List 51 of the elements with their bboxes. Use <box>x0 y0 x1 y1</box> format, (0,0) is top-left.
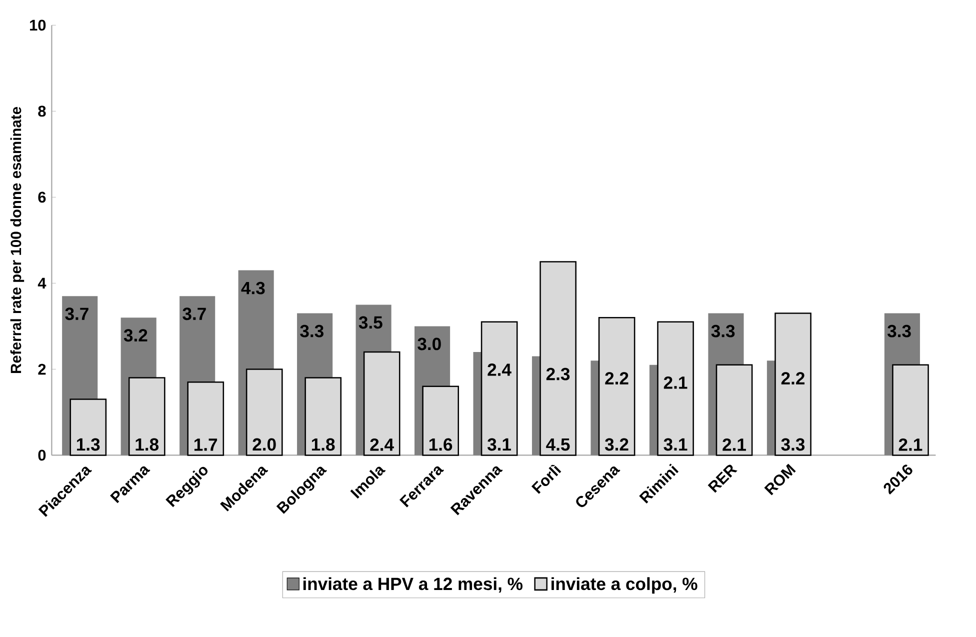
bar <box>480 321 518 456</box>
data-label: 2.3 <box>546 368 570 380</box>
y-axis-title: Referral rate per 100 donne esaminate <box>10 106 24 373</box>
data-label: 3.3 <box>887 324 911 338</box>
data-label: 1.8 <box>136 438 159 451</box>
data-label: 3.0 <box>418 338 441 350</box>
data-label: 1.7 <box>194 438 218 451</box>
y-tick-label: 8 <box>38 106 46 117</box>
data-label: 4.5 <box>546 438 570 451</box>
y-tick-label: 10 <box>30 20 46 31</box>
data-label: 3.5 <box>358 316 382 329</box>
bar <box>598 316 636 456</box>
bar <box>540 260 576 456</box>
data-label: 2.2 <box>781 372 804 384</box>
bar <box>304 377 342 456</box>
legend-label: inviate a colpo, % <box>552 577 698 594</box>
data-label: 2.1 <box>898 438 922 451</box>
data-label: 3.1 <box>487 438 512 451</box>
bar <box>187 381 224 456</box>
data-label: 3.7 <box>65 308 88 320</box>
data-label: 2.2 <box>605 372 628 384</box>
data-label: 4.3 <box>241 282 265 294</box>
bar <box>363 351 400 456</box>
bar <box>892 364 929 456</box>
bar <box>70 398 107 456</box>
data-label: 3.2 <box>604 438 628 451</box>
data-label: 1.8 <box>312 438 335 451</box>
y-tick-label: 2 <box>38 364 46 375</box>
data-label: 2.1 <box>664 376 688 389</box>
data-label: 3.1 <box>664 438 688 451</box>
y-tick-label: 4 <box>38 278 46 288</box>
data-label: 2.4 <box>370 438 394 451</box>
data-label: 3.3 <box>781 438 805 451</box>
data-label: 2.0 <box>252 438 276 451</box>
bar <box>716 364 753 456</box>
bar <box>128 377 166 456</box>
data-label: 3.3 <box>711 324 735 338</box>
data-label: 2.4 <box>488 363 512 376</box>
y-tick-label: 0 <box>38 450 46 461</box>
data-label: 1.3 <box>77 438 100 451</box>
data-label: 3.3 <box>300 324 324 338</box>
legend-label: inviate a HPV a 12 mesi, % <box>303 577 522 593</box>
data-label: 2.1 <box>722 438 746 451</box>
data-label: 3.7 <box>182 308 206 320</box>
data-label: 3.2 <box>124 329 148 342</box>
data-label: 1.6 <box>429 438 452 451</box>
bar <box>422 386 459 456</box>
bar <box>774 312 812 456</box>
bar <box>657 321 694 456</box>
y-tick-label: 6 <box>38 192 46 203</box>
bar <box>246 368 283 456</box>
